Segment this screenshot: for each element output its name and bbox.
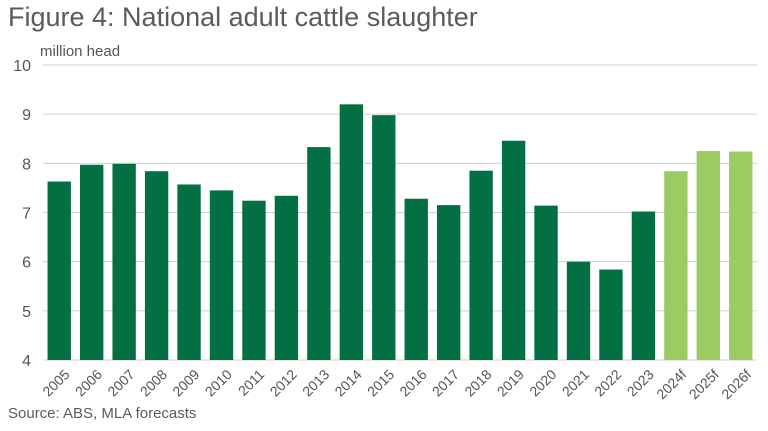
x-tick-label: 2011 <box>235 366 268 399</box>
bar-2011 <box>242 200 266 360</box>
bar-2014 <box>339 104 364 360</box>
x-tick-label: 2006 <box>72 366 105 399</box>
bar-2010 <box>209 190 234 360</box>
y-tick-label: 7 <box>22 206 31 223</box>
x-tick-label: 2018 <box>461 366 494 399</box>
x-tick-label: 2014 <box>331 366 364 399</box>
y-tick-label: 10 <box>13 58 31 75</box>
bar-2023 <box>631 211 656 360</box>
bar-2026f <box>729 151 753 360</box>
y-tick-label: 5 <box>22 304 31 321</box>
x-tick-label: 2022 <box>591 366 624 399</box>
x-tick-label: 2016 <box>396 366 429 399</box>
y-tick-label: 8 <box>22 156 31 173</box>
x-tick-label: 2019 <box>494 366 527 399</box>
y-axis-label: million head <box>40 43 120 60</box>
x-tick-label: 2025f <box>686 366 722 402</box>
bar-2008 <box>144 171 169 360</box>
bar-2007 <box>112 163 136 360</box>
bar-2012 <box>274 195 299 360</box>
y-axis-ticks: 4 5 6 7 8 9 10 <box>13 58 31 370</box>
x-tick-label: 2005 <box>39 366 72 399</box>
x-tick-label: 2010 <box>202 366 235 399</box>
y-tick-label: 6 <box>22 255 31 272</box>
bar-2020 <box>534 205 558 360</box>
x-tick-label: 2026f <box>718 366 754 402</box>
source-note: Source: ABS, MLA forecasts <box>8 405 197 422</box>
bar-2025f <box>696 151 721 360</box>
x-tick-label: 2021 <box>559 366 592 399</box>
bar-2015 <box>372 115 396 361</box>
bar-2024f <box>664 171 688 360</box>
y-tick-label: 4 <box>22 353 31 370</box>
x-tick-label: 2020 <box>526 366 559 399</box>
bar-2022 <box>599 269 623 360</box>
bars <box>47 104 753 361</box>
bar-2021 <box>566 261 591 360</box>
chart-title: Figure 4: National adult cattle slaughte… <box>8 2 478 32</box>
x-axis-ticks: 2005 2006 2007 2008 2009 2010 2011 2012 2013 2014… <box>39 366 754 402</box>
x-tick-label: 2015 <box>364 366 397 399</box>
bar-2009 <box>177 184 201 360</box>
x-tick-label: 2007 <box>104 366 137 399</box>
bar-2006 <box>79 164 104 360</box>
x-tick-label: 2012 <box>267 366 300 399</box>
y-tick-label: 9 <box>22 107 31 124</box>
bar-2017 <box>436 205 461 360</box>
x-tick-label: 2013 <box>299 366 332 399</box>
x-tick-label: 2023 <box>624 366 657 399</box>
x-tick-label: 2008 <box>137 366 170 399</box>
bar-2005 <box>47 181 71 360</box>
bar-2018 <box>469 170 493 360</box>
x-tick-label: 2017 <box>429 366 462 399</box>
x-tick-label: 2024f <box>653 366 689 402</box>
bar-2019 <box>501 140 526 360</box>
bar-2013 <box>307 147 331 360</box>
x-tick-label: 2009 <box>169 366 202 399</box>
bar-2016 <box>404 198 428 360</box>
